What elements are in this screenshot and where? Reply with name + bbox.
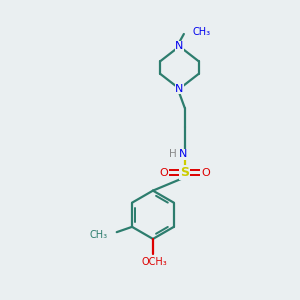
Text: S: S — [180, 166, 189, 179]
Text: H: H — [169, 149, 176, 159]
Text: CH₃: CH₃ — [192, 27, 210, 37]
Text: O: O — [160, 168, 169, 178]
Text: O: O — [201, 168, 210, 178]
Text: N: N — [175, 84, 184, 94]
Text: N: N — [179, 149, 188, 159]
Text: OCH₃: OCH₃ — [142, 257, 167, 267]
Text: CH₃: CH₃ — [89, 230, 107, 239]
Text: N: N — [175, 41, 184, 51]
